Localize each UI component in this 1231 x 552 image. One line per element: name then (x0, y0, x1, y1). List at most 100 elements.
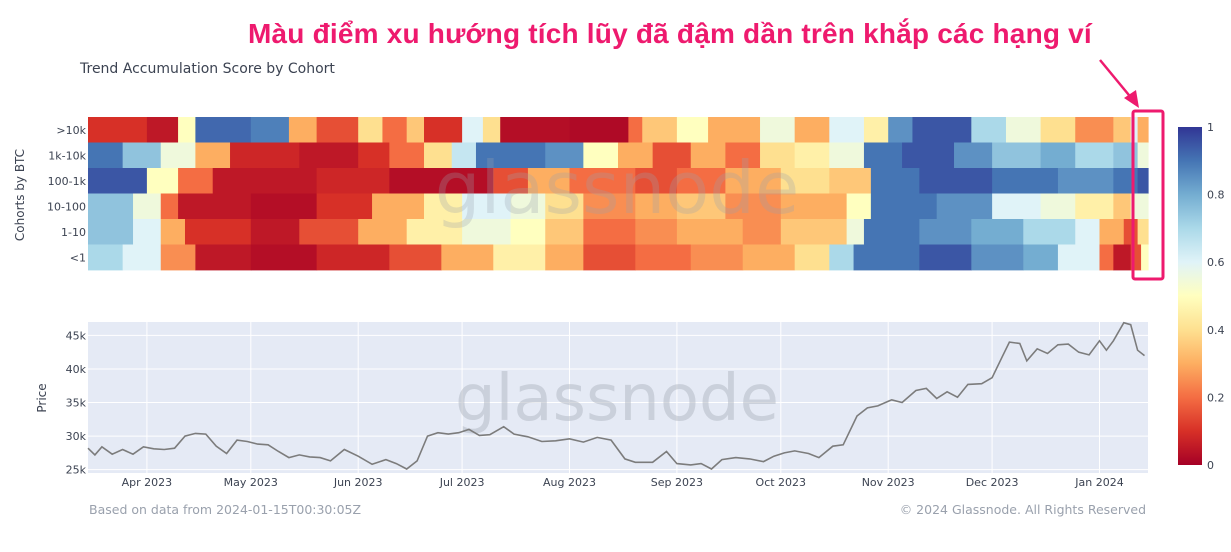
heatmap-cell (725, 168, 782, 194)
heatmap-cell (635, 168, 678, 194)
price-x-tick-label: May 2023 (224, 476, 278, 489)
heatmap-row-labels: >10k 1k-10k 100-1k 10-100 1-10 <1 (47, 124, 87, 264)
heatmap-cell (870, 168, 920, 194)
heatmap-cell (462, 193, 512, 220)
watermark-price: glassnode (455, 362, 779, 436)
heatmap-cell (971, 244, 1024, 271)
heatmap-cell (389, 244, 442, 271)
heatmap-cell (780, 219, 848, 245)
heatmap-cell (846, 219, 865, 245)
heatmap-cell (1113, 117, 1132, 143)
heatmap-cell (676, 117, 709, 143)
heatmap-cell (708, 117, 761, 143)
annotation-arrow-head (1124, 90, 1139, 108)
heatmap-cell (1057, 244, 1101, 271)
heatmap-row-label: >10k (56, 124, 86, 137)
heatmap-cell (1075, 193, 1114, 220)
price-x-tick-label: Jul 2023 (439, 476, 485, 489)
heatmap-cell (146, 168, 179, 194)
price-y-tick-label: 35k (66, 397, 87, 410)
heatmap-cell (510, 219, 546, 245)
heatmap-cell (1137, 168, 1149, 194)
heatmap-cell (635, 193, 678, 220)
heatmap-cell (316, 193, 373, 220)
annotation-arrow-shaft (1099, 59, 1134, 101)
annotation-highlight-box (1131, 109, 1165, 281)
heatmap-cell (1040, 142, 1076, 169)
heatmap-cell (1130, 244, 1142, 271)
heatmap-cell (794, 117, 830, 143)
heatmap-cell (583, 219, 636, 245)
heatmap-cell (146, 117, 179, 143)
price-x-tick-label: Aug 2023 (543, 476, 596, 489)
heatmap-cell (288, 117, 318, 143)
heatmap-cell (178, 117, 196, 143)
price-y-tick-label: 45k (66, 329, 87, 342)
heatmap-cell (316, 117, 359, 143)
heatmap-cell (902, 142, 955, 169)
heatmap-cell (725, 193, 782, 220)
heatmap-cell (1113, 244, 1132, 271)
price-x-tick-label: Jun 2023 (333, 476, 383, 489)
price-y-ticks: 25k 30k 35k 40k 45k (66, 329, 87, 476)
heatmap-cell (652, 142, 692, 169)
heatmap-row-label: 100-1k (48, 175, 87, 188)
heatmap-cell (780, 168, 830, 194)
heatmap-cell (316, 168, 390, 194)
heatmap-cell (482, 117, 501, 143)
heatmap-cell (1137, 142, 1149, 169)
price-x-tick-label: Apr 2023 (122, 476, 173, 489)
heatmap-cell (475, 142, 546, 169)
heatmap-cell (1075, 142, 1114, 169)
heatmap-cell (780, 193, 848, 220)
price-x-tick-label: Sep 2023 (651, 476, 703, 489)
heatmap-cell (569, 117, 629, 143)
heatmap-cell (527, 168, 571, 194)
heatmap-cell (372, 193, 425, 220)
data-source-note: Based on data from 2024-01-15T00:30:05Z (89, 502, 362, 517)
heatmap-cell (160, 142, 196, 169)
heatmap-cell (583, 193, 636, 220)
price-x-tick-label: Jan 2024 (1074, 476, 1123, 489)
heatmap-cell (1040, 117, 1076, 143)
price-plot-background (88, 322, 1148, 473)
heatmap-cell (1023, 219, 1076, 245)
heatmap-cell (794, 142, 830, 169)
heatmap-cell (230, 142, 300, 169)
heatmap-cell (583, 244, 636, 271)
heatmap-cell (545, 193, 584, 220)
heatmap-cell (829, 244, 855, 271)
heatmap-cell (178, 168, 214, 194)
heatmap-cell (88, 168, 148, 194)
heatmap-cell (424, 117, 463, 143)
heatmap-cell (299, 142, 359, 169)
heatmap-cell (382, 117, 408, 143)
heatmap-cell (178, 193, 252, 220)
heatmap-cell (358, 219, 408, 245)
heatmap-cell (1099, 244, 1114, 271)
heatmap-cell (853, 244, 920, 271)
heatmap-cell (1075, 219, 1101, 245)
heatmap-cell (725, 142, 761, 169)
price-x-tick-label: Oct 2023 (756, 476, 807, 489)
heatmap-cell (250, 244, 318, 271)
heatmap-cell (829, 168, 872, 194)
heatmap-cell (919, 168, 993, 194)
heatmap-cell (358, 142, 390, 169)
heatmap-row-label: <1 (70, 251, 86, 264)
heatmap-cell (888, 117, 914, 143)
heatmap-cell (545, 219, 584, 245)
price-gridlines (88, 322, 1148, 473)
colorbar-tick-label: 0.4 (1207, 324, 1225, 337)
heatmap-cell (122, 142, 162, 169)
heatmap-cell (628, 117, 643, 143)
price-x-tick-label: Dec 2023 (966, 476, 1019, 489)
heatmap-cell (863, 117, 889, 143)
colorbar (1178, 127, 1202, 465)
heatmap-cell (88, 193, 134, 220)
heatmap-cell (954, 142, 993, 169)
heatmap-cell (760, 117, 796, 143)
heatmap-cell (160, 219, 186, 245)
